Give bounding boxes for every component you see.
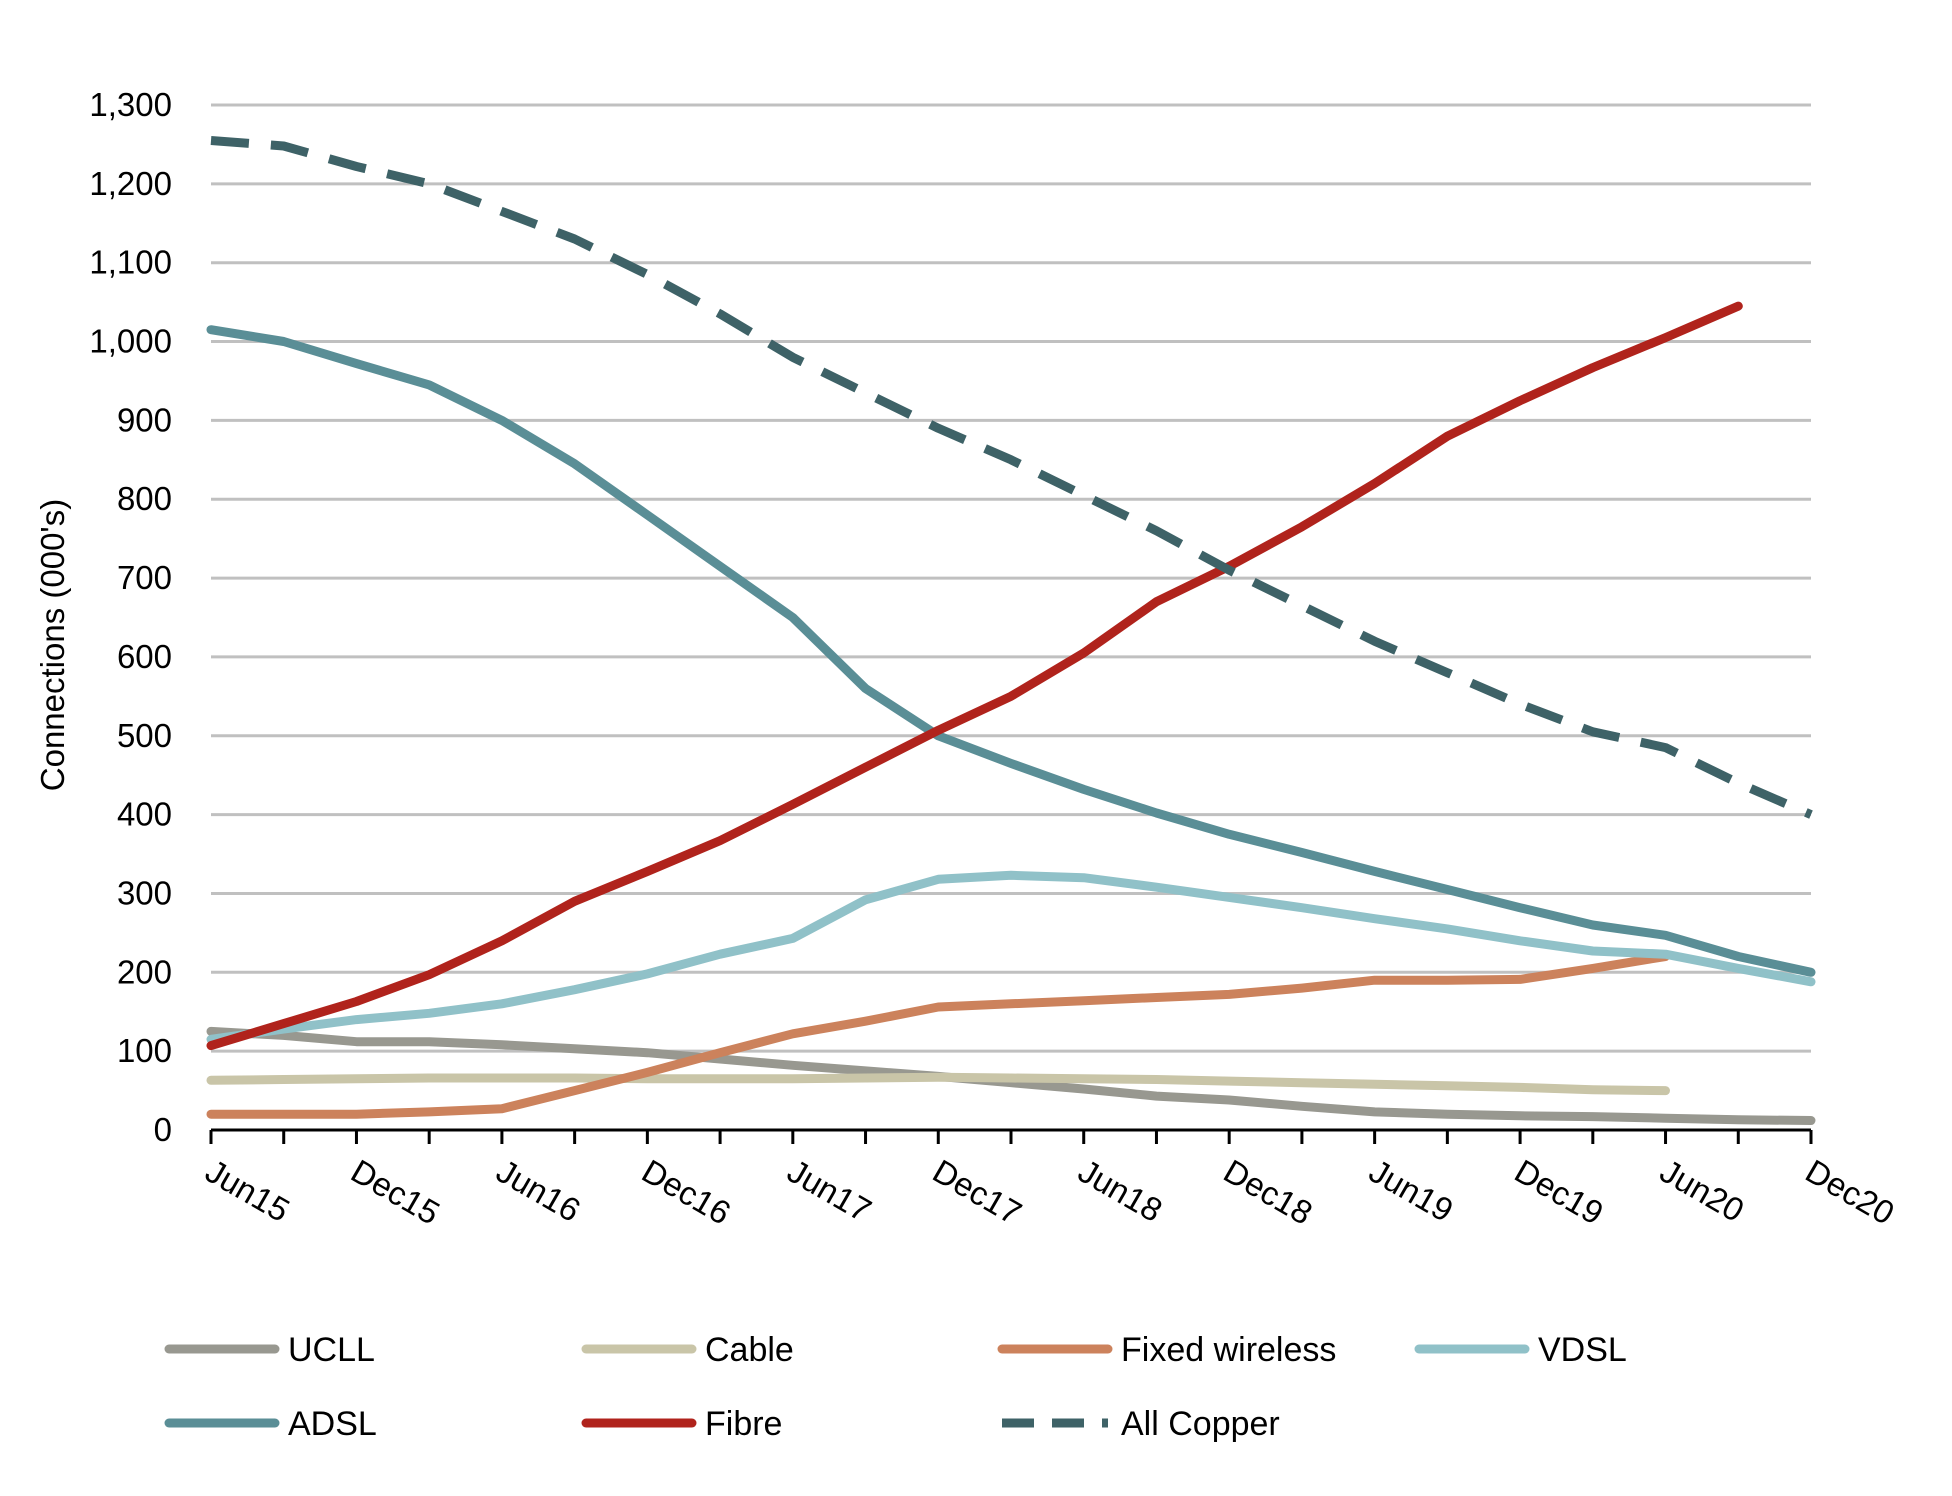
y-tick-label: 500 [117, 717, 172, 754]
series-line-fibre [206, 301, 1743, 1051]
x-tick-label: Jun15 [200, 1152, 296, 1229]
series-line-cable [206, 1072, 1670, 1096]
series-line-all-copper [210, 136, 1813, 819]
x-tick-label: Jun20 [1654, 1152, 1750, 1229]
legend-item: ADSL [164, 1405, 377, 1443]
legend-item: VDSL [1414, 1331, 1627, 1369]
legend-label: ADSL [288, 1405, 377, 1443]
legend-item: Cable [581, 1331, 794, 1369]
x-tick-label: Jun18 [1072, 1152, 1168, 1229]
legend-label: VDSL [1538, 1331, 1627, 1369]
y-tick-label: 1,100 [89, 244, 172, 281]
x-tick-label: Jun16 [490, 1152, 586, 1229]
y-tick-label: 100 [117, 1032, 172, 1069]
legend-label: Fixed wireless [1121, 1331, 1336, 1369]
legend: UCLL Cable Fixed wireless VDSL ADSL Fibre All … [164, 1331, 1627, 1443]
gridlines [211, 103, 1811, 1053]
x-tick-label: Jun17 [781, 1152, 877, 1229]
y-tick-label: 900 [117, 401, 172, 438]
legend-label: Cable [705, 1331, 794, 1369]
x-tick-label: Dec18 [1218, 1152, 1319, 1232]
y-tick-label: 300 [117, 874, 172, 911]
x-tick-label: Dec20 [1800, 1152, 1901, 1232]
series-line-fixed-wireless [206, 952, 1670, 1119]
series-lines [206, 136, 1816, 1125]
x-tick-label: Dec19 [1509, 1152, 1610, 1232]
legend-label: UCLL [288, 1331, 375, 1369]
y-tick-label: 400 [117, 796, 172, 833]
x-tick-label: Dec15 [345, 1152, 446, 1232]
y-tick-label: 1,000 [89, 323, 172, 360]
legend-label: Fibre [705, 1405, 782, 1443]
x-tick-label: Dec17 [927, 1152, 1028, 1232]
legend-label: All Copper [1121, 1405, 1280, 1443]
y-tick-label: 0 [154, 1111, 172, 1148]
y-tick-label: 1,200 [89, 165, 172, 202]
legend-item: Fixed wireless [997, 1331, 1336, 1369]
x-tick-label: Dec16 [636, 1152, 737, 1232]
series-line-adsl [206, 325, 1816, 977]
x-axis: Jun15 Dec15 Jun16 Dec16 Jun17 Dec17 Jun18 Dec18… [200, 1128, 1901, 1232]
y-tick-label: 700 [117, 559, 172, 596]
y-tick-label: 600 [117, 638, 172, 675]
legend-item: UCLL [164, 1331, 375, 1369]
series-line-ucll [206, 1026, 1816, 1125]
legend-item: Fibre [581, 1405, 782, 1443]
x-tick-label: Jun19 [1363, 1152, 1459, 1229]
y-tick-label: 1,300 [89, 86, 172, 123]
y-tick-label: 200 [117, 953, 172, 990]
y-axis: 0 100 200 300 400 500 600 700 800 900 1,000 1,100 1,… [89, 86, 172, 1148]
legend-item: All Copper [1002, 1405, 1280, 1443]
y-tick-label: 800 [117, 480, 172, 517]
y-axis-label: Connections (000's) [34, 499, 71, 791]
series-line-vdsl [206, 870, 1816, 1044]
